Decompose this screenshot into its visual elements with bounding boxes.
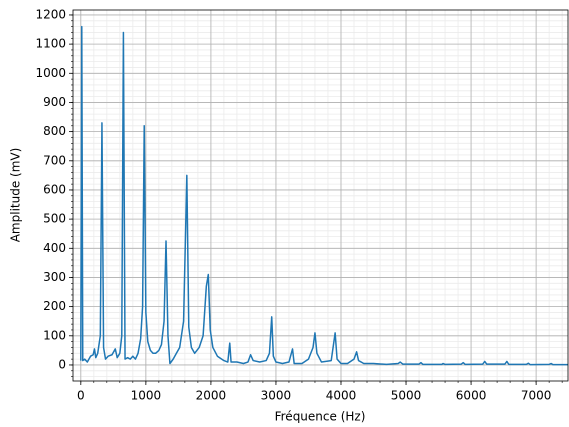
- x-tick-label: 0: [77, 389, 85, 403]
- y-axis-label: Amplitude (mV): [9, 148, 23, 243]
- y-tick-label: 700: [43, 153, 66, 167]
- y-tick-label: 400: [43, 241, 66, 255]
- y-tick-label: 900: [43, 95, 66, 109]
- data-line: [80, 25, 568, 366]
- y-tick-label: 200: [43, 299, 66, 313]
- y-tick-label: 1100: [35, 37, 66, 51]
- x-tick-label: 7000: [521, 389, 552, 403]
- y-tick-label: 600: [43, 182, 66, 196]
- x-tick-label: 1000: [131, 389, 162, 403]
- x-tick-label: 6000: [456, 389, 487, 403]
- x-tick-label: 2000: [196, 389, 227, 403]
- y-tick-label: 300: [43, 270, 66, 284]
- x-tick-label: 5000: [391, 389, 422, 403]
- y-tick-label: 1200: [35, 7, 66, 21]
- x-tick-label: 3000: [261, 389, 292, 403]
- y-tick-label: 100: [43, 328, 66, 342]
- y-tick-label: 500: [43, 212, 66, 226]
- y-tick-label: 800: [43, 124, 66, 138]
- y-tick-label: 1000: [35, 66, 66, 80]
- x-tick-label: 4000: [326, 389, 357, 403]
- x-axis-label: Fréquence (Hz): [275, 410, 366, 424]
- plot-frame: [72, 9, 569, 382]
- y-tick-label: 0: [58, 357, 66, 371]
